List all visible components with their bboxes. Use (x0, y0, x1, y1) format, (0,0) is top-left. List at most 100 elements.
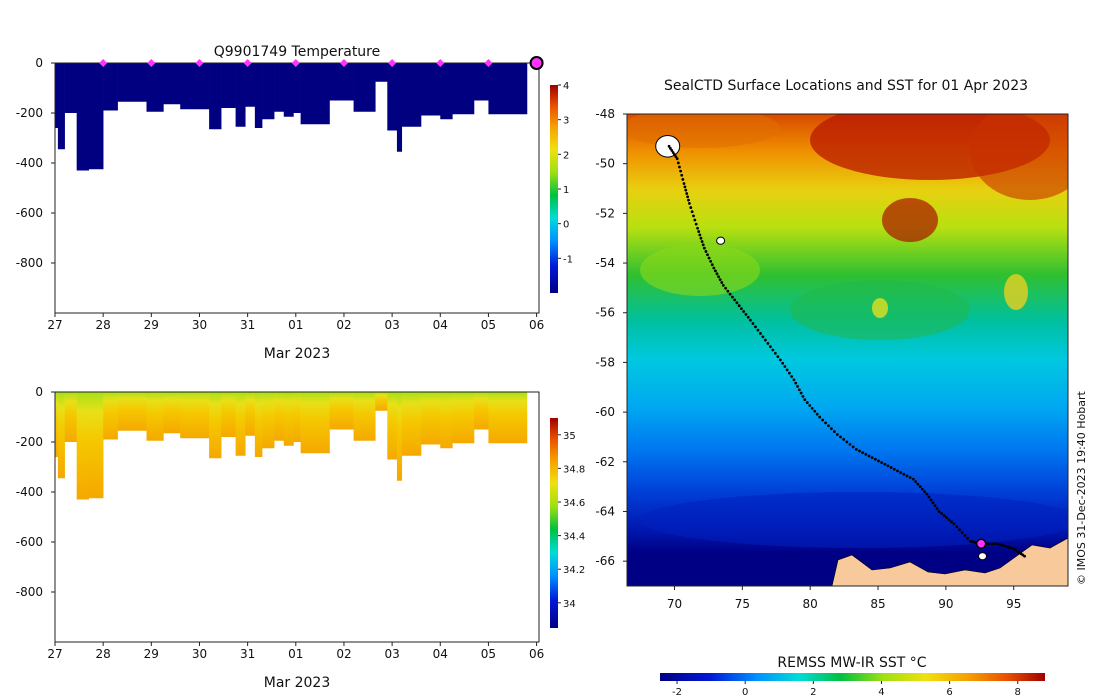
map-title: SealCTD Surface Locations and SST for 01… (664, 78, 1028, 94)
warm-spot-east (1004, 274, 1028, 310)
salinity-profile (76, 392, 90, 500)
track-point (987, 542, 991, 546)
track-point (1006, 545, 1010, 549)
track-point (801, 394, 805, 398)
track-point (854, 447, 858, 451)
salinity-xtick-label: 06 (529, 647, 544, 661)
temperature-colorbar (550, 85, 558, 293)
track-point (735, 301, 739, 305)
salinity-profile (163, 392, 181, 434)
track-point (675, 157, 679, 161)
track-point (781, 361, 784, 365)
salinity-x-ticks: 27 28 29 30 31 01 02 03 04 05 06 (47, 642, 544, 661)
salinity-panel: 0 -200 -400 -600 -800 27 28 29 30 31 01 02 03 04 05 06… (16, 385, 586, 691)
track-point (761, 335, 765, 339)
track-point (864, 452, 868, 456)
map-xtick-label: 70 (667, 597, 682, 611)
track-point (861, 451, 865, 455)
temperature-profile (146, 63, 164, 112)
temperature-xtick-label: 05 (481, 318, 496, 332)
salinity-profile (180, 392, 210, 439)
map-xtick-label: 95 (1006, 597, 1021, 611)
track-point (996, 542, 999, 546)
track-point (744, 312, 748, 316)
salinity-xtick-label: 04 (433, 647, 448, 661)
salinity-profile (387, 392, 398, 460)
sst-colorbar-ticks: -2 0 2 4 6 8 (672, 681, 1021, 698)
salinity-cbtick-label: 35 (563, 431, 576, 442)
salinity-y-ticks: 0 -200 -400 -600 -800 (16, 385, 55, 599)
track-point (685, 192, 689, 195)
salinity-profile (274, 392, 285, 441)
temperature-cbtick-label: 3 (563, 116, 569, 127)
temperature-cbtick-label: 2 (563, 150, 569, 161)
track-point (671, 151, 675, 154)
track-point (733, 298, 737, 302)
track-point (908, 476, 912, 479)
salinity-profile (235, 392, 246, 456)
track-point (730, 295, 734, 299)
map-xtick-label: 85 (870, 597, 885, 611)
map-ytick-label: -60 (595, 405, 615, 419)
salinity-colorbar-ticks: 35 34.8 34.6 34.4 34.2 34 (558, 431, 585, 610)
track-point (870, 456, 874, 460)
temperature-xtick-label: 04 (433, 318, 448, 332)
sst-colorbar (660, 673, 1045, 681)
temperature-profile (293, 63, 301, 113)
track-point (931, 501, 935, 505)
salinity-profile (283, 392, 294, 446)
track-point (683, 185, 687, 189)
temperature-xtick-label: 28 (96, 318, 111, 332)
sst-cbtick-label: 2 (810, 687, 816, 698)
track-point (805, 401, 809, 404)
temperature-xtick-label: 30 (192, 318, 207, 332)
surface-marker (388, 59, 397, 67)
latest-position-marker (975, 538, 987, 550)
track-point (867, 454, 871, 458)
track-point (673, 153, 676, 156)
track-point (687, 198, 690, 202)
temperature-y-ticks: 0 -200 -400 -600 -800 (16, 56, 55, 270)
track-point (810, 406, 814, 410)
cold-band (640, 492, 1068, 548)
salinity-xtick-label: 30 (192, 647, 207, 661)
salinity-profile (353, 392, 376, 441)
salinity-profile (221, 392, 236, 437)
salinity-profile (88, 392, 104, 499)
temperature-profile (245, 63, 256, 107)
track-point (704, 250, 708, 253)
track-point (688, 202, 691, 205)
temperature-profile (64, 63, 77, 113)
track-point (754, 325, 757, 329)
track-point (905, 474, 909, 478)
map-ytick-label: -66 (595, 554, 615, 568)
track-point (669, 146, 672, 150)
salinity-profile (245, 392, 256, 436)
track-point (728, 292, 732, 296)
sst-colorbar-label: REMSS MW-IR SST °C (777, 655, 926, 671)
temperature-cbtick-label: -1 (563, 254, 573, 265)
track-point (764, 338, 767, 342)
sst-field (627, 114, 1068, 586)
salinity-profile (375, 392, 388, 411)
salinity-profile (55, 392, 59, 457)
track-point (873, 457, 877, 461)
track-point (686, 195, 690, 199)
temperature-profile (396, 63, 403, 152)
temperature-profiles (55, 63, 528, 171)
map-ytick-label: -48 (595, 107, 615, 121)
temperature-profile (473, 63, 489, 101)
track-point (925, 492, 929, 496)
track-point (993, 542, 997, 546)
salinity-profile (396, 392, 403, 481)
salinity-profile (209, 392, 222, 459)
track-point (684, 188, 688, 192)
temperature-profile (117, 63, 147, 102)
track-point (696, 226, 699, 230)
track-point (950, 520, 953, 524)
track-point (892, 467, 896, 471)
track-point (935, 507, 939, 510)
salinity-cbtick-label: 34.2 (563, 565, 585, 576)
track-point (751, 322, 755, 325)
temperature-profile (300, 63, 330, 125)
